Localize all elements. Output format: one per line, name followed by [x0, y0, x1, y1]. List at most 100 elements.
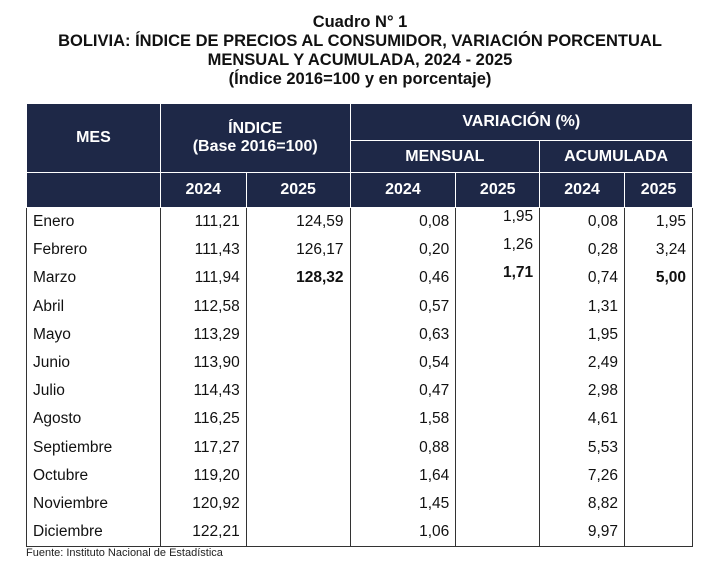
table-row: Septiembre 117,27 0,88 5,53 — [26, 433, 693, 462]
cell-mensual-2024: 0,63 — [349, 320, 457, 349]
cell-indice-2025 — [245, 518, 351, 548]
cell-acumulada-2025: 1,95 — [624, 207, 693, 237]
header-year: 2024 — [159, 172, 247, 208]
cell-indice-2024: 114,43 — [159, 377, 247, 406]
cell-mensual-2025 — [455, 489, 541, 519]
cell-indice-2024: 111,94 — [159, 264, 247, 293]
cell-acumulada-2024: 0,08 — [539, 207, 626, 237]
header-mes: MES — [26, 103, 161, 173]
cell-indice-2024: 111,21 — [159, 207, 247, 237]
cell-mensual-2025 — [455, 292, 541, 321]
header-year: 2025 — [245, 172, 351, 208]
cell-mensual-2025 — [455, 348, 541, 378]
title-line-3: MENSUAL Y ACUMULADA, 2024 - 2025 — [207, 51, 513, 69]
cell-mensual-2025 — [455, 518, 541, 548]
cell-month: Septiembre — [26, 433, 161, 462]
cell-mensual-2024: 0,20 — [349, 236, 457, 265]
table-row: Febrero 111,43 126,17 0,20 1,26 0,28 3,24 — [26, 236, 693, 265]
cell-indice-2024: 113,90 — [159, 348, 247, 378]
header-variacion: VARIACIÓN (%) — [349, 103, 694, 141]
cell-indice-2025 — [245, 461, 351, 490]
table-row: Enero 111,21 124,59 0,08 1,95 0,08 1,95 — [26, 207, 693, 237]
header-mensual: MENSUAL — [349, 140, 541, 173]
header-blank — [26, 172, 161, 208]
cell-mensual-2024: 0,08 — [349, 207, 457, 237]
cell-acumulada-2024: 9,97 — [539, 518, 626, 548]
cell-month: Febrero — [26, 236, 161, 265]
header-indice-base: (Base 2016=100) — [192, 138, 318, 155]
cell-mensual-2024: 1,64 — [349, 461, 457, 490]
cell-mensual-2024: 0,47 — [349, 377, 457, 406]
cell-mensual-2025 — [455, 461, 541, 490]
cell-mensual-2024: 1,06 — [349, 518, 457, 548]
cell-indice-2025 — [245, 348, 351, 378]
cell-acumulada-2025: 5,00 — [624, 264, 693, 293]
table-row: Junio 113,90 0,54 2,49 — [26, 348, 693, 378]
cell-acumulada-2024: 2,98 — [539, 377, 626, 406]
cell-month: Julio — [26, 377, 161, 406]
source-note: Fuente: Instituto Nacional de Estadístic… — [26, 547, 223, 559]
cell-mensual-2024: 0,46 — [349, 264, 457, 293]
cell-mensual-2024: 1,45 — [349, 489, 457, 519]
cell-mensual-2025: 1,95 — [455, 207, 541, 237]
table-row: Diciembre 122,21 1,06 9,97 — [26, 518, 693, 548]
header-year: 2025 — [455, 172, 541, 208]
cell-month: Diciembre — [26, 518, 161, 548]
cell-acumulada-2025 — [624, 489, 693, 519]
cell-month: Agosto — [26, 405, 161, 434]
table-row: Mayo 113,29 0,63 1,95 — [26, 320, 693, 349]
cell-acumulada-2025 — [624, 405, 693, 434]
cell-indice-2024: 113,29 — [159, 320, 247, 349]
cell-acumulada-2024: 1,95 — [539, 320, 626, 349]
cell-indice-2024: 116,25 — [159, 405, 247, 434]
cell-month: Marzo — [26, 264, 161, 293]
cell-indice-2025 — [245, 433, 351, 462]
header-indice-label: ÍNDICE — [228, 120, 283, 137]
cell-month: Mayo — [26, 320, 161, 349]
cell-indice-2024: 119,20 — [159, 461, 247, 490]
cell-month: Noviembre — [26, 489, 161, 519]
cell-acumulada-2025 — [624, 433, 693, 462]
title-line-1: Cuadro N° 1 — [312, 13, 408, 31]
cell-indice-2025 — [245, 377, 351, 406]
title-line-4: (Índice 2016=100 y en porcentaje) — [228, 70, 492, 88]
cell-acumulada-2025 — [624, 348, 693, 378]
cpi-table: MES ÍNDICE (Base 2016=100) VARIACIÓN (%) … — [26, 103, 694, 548]
cell-acumulada-2024: 5,53 — [539, 433, 626, 462]
cell-acumulada-2024: 1,31 — [539, 292, 626, 321]
cell-acumulada-2024: 0,28 — [539, 236, 626, 265]
table-title: Cuadro N° 1 BOLIVIA: ÍNDICE DE PRECIOS A… — [0, 13, 720, 89]
cell-month: Abril — [26, 292, 161, 321]
cell-indice-2025 — [245, 489, 351, 519]
table-row: Abril 112,58 0,57 1,31 — [26, 292, 693, 321]
cell-mensual-2024: 0,88 — [349, 433, 457, 462]
cell-indice-2024: 122,21 — [159, 518, 247, 548]
table-row: Julio 114,43 0,47 2,98 — [26, 377, 693, 406]
cell-acumulada-2024: 4,61 — [539, 405, 626, 434]
cell-acumulada-2025 — [624, 461, 693, 490]
cell-mensual-2025 — [455, 320, 541, 349]
cell-mensual-2025 — [455, 405, 541, 434]
cell-mensual-2024: 1,58 — [349, 405, 457, 434]
title-line-2: BOLIVIA: ÍNDICE DE PRECIOS AL CONSUMIDOR… — [58, 32, 662, 50]
cell-indice-2024: 117,27 — [159, 433, 247, 462]
cell-acumulada-2025: 3,24 — [624, 236, 693, 265]
cell-acumulada-2025 — [624, 292, 693, 321]
cell-indice-2024: 111,43 — [159, 236, 247, 265]
cell-indice-2025 — [245, 405, 351, 434]
header-acumulada: ACUMULADA — [539, 140, 693, 173]
cell-indice-2025 — [245, 320, 351, 349]
cell-mensual-2025 — [455, 377, 541, 406]
table-row: Agosto 116,25 1,58 4,61 — [26, 405, 693, 434]
table-row: Octubre 119,20 1,64 7,26 — [26, 461, 693, 490]
cell-acumulada-2024: 2,49 — [539, 348, 626, 378]
header-year: 2024 — [539, 172, 626, 208]
cell-mensual-2025: 1,71 — [455, 264, 541, 293]
cell-indice-2025 — [245, 292, 351, 321]
cell-acumulada-2025 — [624, 320, 693, 349]
cell-acumulada-2024: 7,26 — [539, 461, 626, 490]
cell-month: Enero — [26, 207, 161, 237]
cell-mensual-2025: 1,26 — [455, 236, 541, 265]
cell-acumulada-2024: 8,82 — [539, 489, 626, 519]
table-row: Noviembre 120,92 1,45 8,82 — [26, 489, 693, 519]
